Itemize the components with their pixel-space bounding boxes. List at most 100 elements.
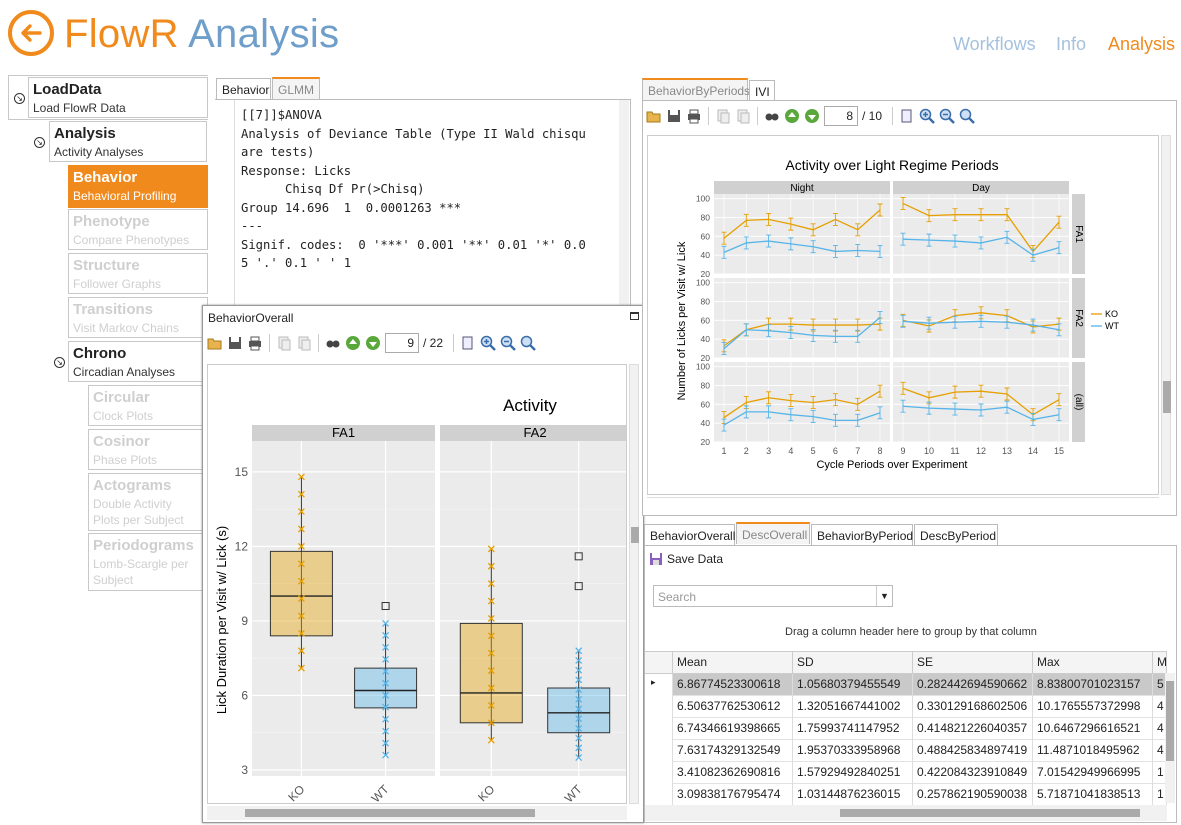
sidebar-item-circular[interactable]: Circular Clock Plots — [88, 385, 206, 426]
paste-icon[interactable] — [735, 108, 751, 124]
column-header[interactable]: Max — [1033, 652, 1153, 674]
paste-icon[interactable] — [296, 335, 312, 351]
zoom-in-icon[interactable] — [919, 108, 935, 124]
save-icon[interactable] — [666, 108, 682, 124]
tab-glmm[interactable]: GLMM — [272, 77, 320, 99]
sidebar-item-analysis[interactable]: Analysis Activity Analyses — [49, 121, 207, 162]
jitter-point — [487, 701, 495, 709]
page-setup-icon[interactable] — [460, 335, 476, 351]
open-folder-icon[interactable] — [646, 108, 662, 124]
x-tick-label: 5 — [811, 446, 816, 456]
sidebar-item-behavior[interactable]: Behavior Behavioral Profiling — [68, 165, 208, 208]
error-bar — [855, 244, 861, 257]
sidebar-item-chrono[interactable]: Chrono Circadian Analyses — [68, 341, 208, 382]
x-tick-label: 3 — [766, 446, 771, 456]
desc-table-panel: Save Data Search ▼ Drag a column header … — [644, 545, 1177, 823]
previous-page-icon[interactable] — [784, 108, 800, 124]
page-setup-icon[interactable] — [899, 108, 915, 124]
zoom-out-icon[interactable] — [939, 108, 955, 124]
series-line-ko — [723, 390, 881, 419]
grid-vscroll[interactable] — [1165, 673, 1175, 803]
save-data-button[interactable]: Save Data — [649, 552, 723, 566]
error-bar — [721, 418, 727, 432]
column-header[interactable]: SD — [793, 652, 913, 674]
table-row[interactable]: 6.74346619398665 1.75993741147952 0.414821… — [645, 718, 1167, 740]
table-row[interactable]: ▸ 6.86774523300618 1.05680379455549 0.28244… — [645, 674, 1167, 696]
expand-arrow-icon[interactable]: ↘ — [34, 137, 45, 148]
page-number-input[interactable]: 9 — [385, 333, 419, 353]
nav-analysis[interactable]: Analysis — [1108, 34, 1176, 54]
table-cell: 0.488425834897419 — [913, 740, 1033, 762]
tab-behavior[interactable]: Behavior — [216, 78, 271, 100]
table-cell: 1.75993741147952 — [793, 718, 913, 740]
column-header[interactable]: Mean — [673, 652, 793, 674]
chevron-down-icon[interactable]: ▼ — [876, 586, 892, 606]
table-row[interactable]: 3.41082362690816 1.57929492840251 0.422084… — [645, 762, 1167, 784]
sidebar-item-subtitle: Lomb-Scargle per Subject — [93, 557, 189, 587]
back-button[interactable] — [8, 10, 54, 56]
find-icon[interactable] — [325, 335, 341, 351]
data-grid: Mean SD SE Max M ▸ 6.86774523300618 1.056803794… — [645, 651, 1167, 806]
zoom-out-icon[interactable] — [500, 335, 516, 351]
nav-info[interactable]: Info — [1056, 34, 1087, 54]
tab-descoverall[interactable]: DescOverall — [736, 522, 810, 544]
facet-label: FA1 — [332, 425, 355, 440]
tab-behavior-by-periods[interactable]: BehaviorByPeriods — [642, 78, 750, 100]
plot-vscroll[interactable] — [629, 364, 639, 804]
series-line-wt — [723, 317, 881, 350]
error-bar — [810, 410, 816, 424]
periods-hscroll[interactable] — [647, 497, 1159, 511]
next-page-icon[interactable] — [365, 335, 381, 351]
table-cell: 0.414821226040357 — [913, 718, 1033, 740]
tab-behaviorbyperiod[interactable]: BehaviorByPeriod — [811, 524, 913, 545]
tab-behavioroverall[interactable]: BehaviorOverall — [644, 524, 735, 545]
table-row[interactable]: 7.63174329132549 1.95370333958968 0.488425… — [645, 740, 1167, 762]
error-bar — [877, 203, 883, 217]
zoom-icon[interactable] — [520, 335, 536, 351]
table-row[interactable]: 6.50637762530612 1.32051667441002 0.330129… — [645, 696, 1167, 718]
column-header[interactable]: SE — [913, 652, 1033, 674]
copy-icon[interactable] — [276, 335, 292, 351]
zoom-in-icon[interactable] — [480, 335, 496, 351]
error-bar — [978, 384, 984, 398]
console-scrollbar[interactable] — [619, 100, 629, 308]
sidebar-item-transitions[interactable]: Transitions Visit Markov Chains — [68, 297, 208, 338]
expand-arrow-icon[interactable]: ↘ — [54, 357, 65, 368]
jitter-point — [382, 703, 390, 711]
nav-workflows[interactable]: Workflows — [953, 34, 1036, 54]
sidebar-item-actograms[interactable]: Actograms Double Activity Plots per Subje… — [88, 473, 206, 531]
y-tick-label: 12 — [235, 539, 249, 553]
find-icon[interactable] — [764, 108, 780, 124]
tab-descbyperiod[interactable]: DescByPeriod — [914, 524, 998, 545]
next-page-icon[interactable] — [804, 108, 820, 124]
copy-icon[interactable] — [715, 108, 731, 124]
zoom-icon[interactable] — [959, 108, 975, 124]
print-icon[interactable] — [686, 108, 702, 124]
save-icon[interactable] — [227, 335, 243, 351]
page-number-input[interactable]: 8 — [824, 106, 858, 126]
grid-hscroll[interactable] — [645, 805, 1167, 821]
sidebar-item-loaddata[interactable]: LoadData Load FlowR Data — [28, 77, 208, 118]
y-tick-label: 60 — [701, 315, 711, 325]
tab-ivi[interactable]: IVI — [749, 80, 775, 100]
plot-hscroll[interactable] — [207, 806, 627, 820]
previous-page-icon[interactable] — [345, 335, 361, 351]
periods-panel: 8 / 10 Activity over Light Regime Periods… — [642, 100, 1177, 516]
search-input[interactable]: Search ▼ — [653, 585, 893, 607]
sidebar-item-periodograms[interactable]: Periodograms Lomb-Scargle per Subject — [88, 533, 206, 591]
column-header[interactable]: M — [1153, 652, 1167, 674]
table-row[interactable]: 3.09838176795474 1.03144876236015 0.257862… — [645, 784, 1167, 806]
table-cell: 7.63174329132549 — [673, 740, 793, 762]
maximize-icon[interactable] — [630, 312, 639, 320]
periods-vscroll[interactable] — [1161, 135, 1171, 495]
jitter-point — [382, 679, 390, 687]
open-folder-icon[interactable] — [207, 335, 223, 351]
error-bar — [1056, 323, 1062, 337]
sidebar-item-structure[interactable]: Structure Follower Graphs — [68, 253, 208, 294]
print-icon[interactable] — [247, 335, 263, 351]
facet-strip — [1072, 194, 1085, 274]
expand-arrow-icon[interactable]: ↘ — [14, 93, 25, 104]
error-bar — [766, 324, 772, 338]
sidebar-item-cosinor[interactable]: Cosinor Phase Plots — [88, 429, 206, 470]
sidebar-item-phenotype[interactable]: Phenotype Compare Phenotypes — [68, 209, 208, 250]
